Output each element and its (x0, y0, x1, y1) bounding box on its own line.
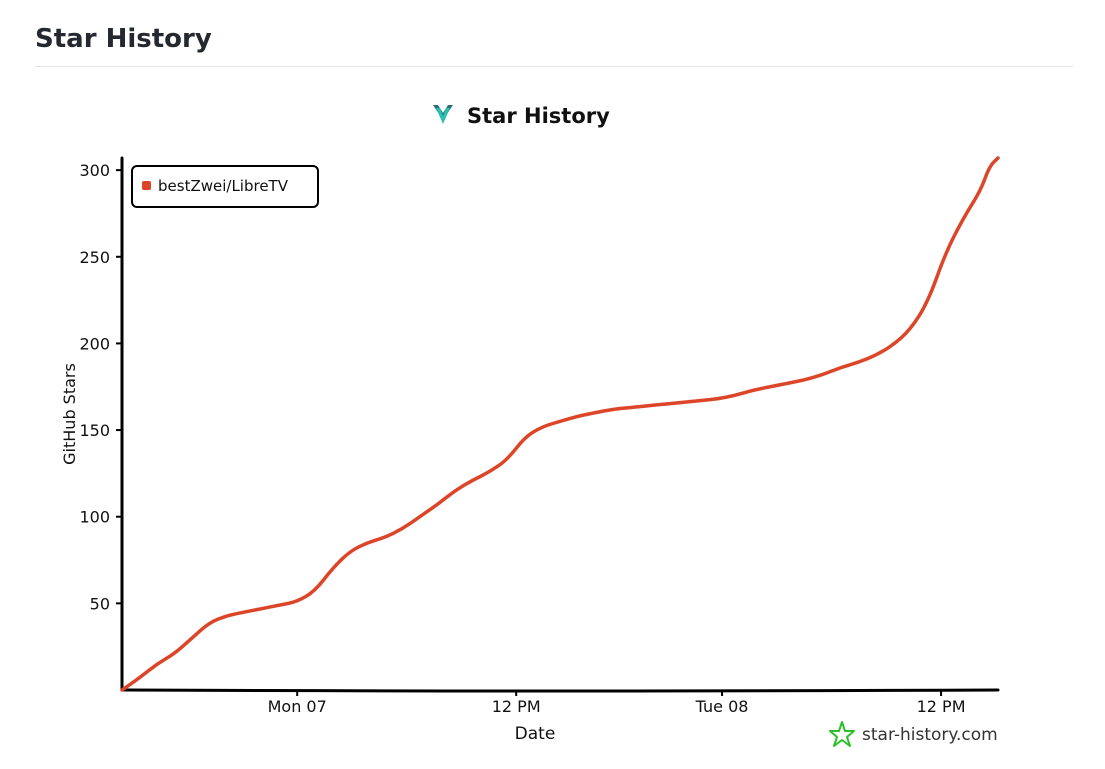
x-tick-label: Mon 07 (268, 697, 327, 716)
series-layer (120, 156, 1000, 692)
chart-title: Star History (467, 104, 610, 128)
y-tick-label: 300 (79, 161, 110, 180)
y-axis-line (120, 156, 124, 692)
y-axis-label: GitHub Stars (60, 363, 79, 465)
page-header: Star History (35, 0, 1073, 67)
y-tick-label: 50 (90, 594, 110, 613)
legend: bestZwei/LibreTV (131, 165, 319, 208)
axes (120, 156, 1000, 693)
y-tick-label: 100 (79, 508, 110, 527)
star-history-logo-icon (433, 105, 453, 124)
watermark-text[interactable]: star-history.com (862, 725, 998, 745)
page-title: Star History (35, 24, 212, 54)
x-axis-ticks: Mon 07 12 PM Tue 08 12 PM (268, 690, 966, 716)
x-tick-label: Tue 08 (695, 697, 749, 716)
x-tick-label: 12 PM (492, 697, 541, 716)
y-tick-label: 150 (79, 421, 110, 440)
star-icon (829, 721, 855, 747)
x-axis-label: Date (515, 724, 556, 744)
x-tick-label: 12 PM (917, 697, 966, 716)
y-tick-label: 200 (79, 334, 110, 353)
y-tick-label: 250 (79, 248, 110, 267)
y-axis-ticks: 50 100 150 200 250 300 (79, 161, 122, 613)
series-line[interactable] (120, 156, 1000, 692)
chart-title-group: Star History (433, 104, 610, 128)
legend-item-label: bestZwei/LibreTV (158, 177, 289, 195)
watermark[interactable]: star-history.com (829, 721, 998, 747)
x-axis-line (120, 688, 1000, 693)
legend-box (131, 165, 319, 208)
legend-swatch (142, 181, 151, 190)
